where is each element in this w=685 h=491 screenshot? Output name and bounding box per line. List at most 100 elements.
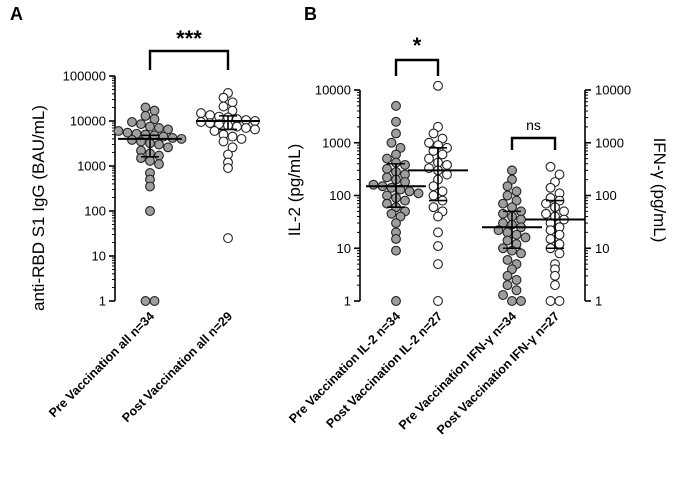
- data-point: [433, 211, 443, 222]
- data-point: [413, 188, 424, 199]
- data-point: [163, 142, 173, 153]
- data-point: [502, 190, 513, 201]
- data-point: [437, 186, 448, 197]
- data-point: [424, 153, 434, 164]
- data-point: [140, 296, 151, 306]
- significance-label: ns: [526, 117, 541, 133]
- right-y-tick-label: 10000: [595, 83, 631, 98]
- data-point: [209, 126, 220, 136]
- data-point: [127, 117, 137, 127]
- data-point: [507, 202, 517, 213]
- data-point: [511, 195, 522, 206]
- data-point: [559, 206, 569, 217]
- data-point: [511, 229, 522, 240]
- data-point: [241, 123, 251, 133]
- data-point: [541, 208, 551, 219]
- data-point: [437, 149, 448, 160]
- y-tick-label: 100: [329, 188, 351, 203]
- panel-b-y-axis-title: IL-2 (pg/mL): [285, 144, 304, 237]
- data-point: [404, 186, 415, 197]
- data-point: [136, 119, 146, 130]
- y-tick-label: 1000: [77, 159, 106, 174]
- data-point: [433, 227, 443, 238]
- data-point: [428, 202, 439, 213]
- data-point: [145, 121, 155, 132]
- data-point: [196, 117, 206, 127]
- right-y-tick-label: 1000: [595, 135, 624, 150]
- significance-label: *: [413, 33, 422, 58]
- data-point: [391, 128, 401, 139]
- data-point: [136, 153, 146, 164]
- panel-letter-a: A: [10, 4, 23, 24]
- data-point: [541, 198, 551, 209]
- data-point: [502, 270, 513, 281]
- data-point: [507, 174, 517, 185]
- data-point: [227, 105, 238, 116]
- y-tick-label: 1: [99, 294, 106, 309]
- data-point: [382, 153, 392, 164]
- data-point: [502, 280, 513, 291]
- data-point: [507, 165, 517, 176]
- data-point: [545, 161, 556, 172]
- data-point: [507, 296, 517, 306]
- y-tick-label: 10000: [315, 83, 351, 98]
- data-point: [428, 181, 439, 192]
- data-point: [554, 239, 565, 250]
- data-point: [391, 149, 401, 160]
- data-point: [442, 169, 452, 180]
- data-point: [433, 259, 443, 270]
- data-point: [498, 198, 508, 209]
- data-point: [428, 190, 439, 201]
- data-point: [205, 118, 215, 129]
- data-point: [154, 159, 164, 170]
- data-point: [382, 198, 392, 209]
- data-point: [218, 92, 229, 103]
- data-point: [382, 163, 392, 174]
- y-tick-label: 10: [92, 249, 106, 264]
- data-point: [391, 100, 401, 111]
- data-point: [400, 195, 410, 206]
- data-point: [223, 233, 233, 244]
- data-point: [520, 232, 531, 243]
- data-point: [545, 234, 556, 244]
- data-point: [127, 134, 137, 145]
- data-point: [149, 296, 160, 306]
- panel-letter-b: B: [304, 4, 317, 24]
- data-point: [516, 296, 526, 306]
- data-point: [507, 264, 517, 275]
- data-point: [154, 139, 164, 150]
- y-tick-label: 100: [84, 204, 106, 219]
- data-point: [154, 150, 164, 161]
- significance-bracket: [148, 49, 230, 70]
- data-point: [550, 280, 560, 291]
- data-point: [442, 159, 452, 170]
- data-point: [391, 116, 401, 127]
- y-tick-label: 10000: [70, 114, 106, 129]
- data-point: [145, 181, 155, 192]
- right-y-tick-label: 100: [595, 188, 617, 203]
- data-point: [502, 227, 513, 238]
- data-point: [386, 137, 397, 148]
- data-point: [218, 101, 229, 112]
- data-point: [502, 255, 513, 265]
- data-point: [227, 97, 238, 108]
- data-point: [545, 296, 556, 306]
- data-point: [382, 190, 392, 201]
- data-point: [511, 275, 522, 285]
- data-point: [149, 114, 160, 125]
- data-point: [437, 133, 448, 144]
- panel-b-right-y-axis-title: IFN-γ (pg/mL): [650, 138, 669, 243]
- data-point: [227, 131, 238, 142]
- data-point: [433, 80, 443, 91]
- data-point: [428, 128, 439, 139]
- data-point: [424, 137, 434, 148]
- data-point: [433, 241, 443, 252]
- data-point: [227, 142, 238, 153]
- data-point: [196, 108, 206, 119]
- data-point: [386, 208, 397, 219]
- data-point: [391, 296, 401, 306]
- y-tick-label: 1000: [322, 135, 351, 150]
- data-point: [218, 136, 229, 147]
- data-point: [236, 133, 247, 144]
